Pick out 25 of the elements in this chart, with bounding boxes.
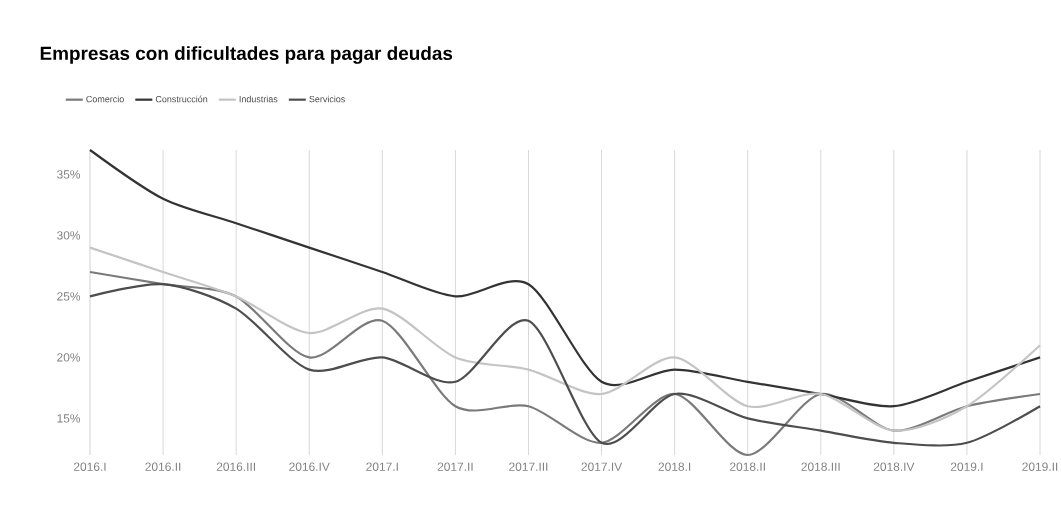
- legend-label: Industrias: [239, 95, 278, 103]
- chart-title: Empresas con dificultades para pagar deudas: [40, 46, 453, 64]
- y-tick-label: 25%: [57, 292, 81, 301]
- line-series: [88, 148, 1042, 408]
- y-tick-label: 35%: [57, 170, 81, 179]
- x-tick-label: 2018.IV: [873, 462, 915, 471]
- legend-label: Comercio: [86, 95, 124, 103]
- legend-label: Construcción: [155, 95, 208, 103]
- x-tick-label: 2017.III: [509, 462, 548, 471]
- x-tick-label: 2019.II: [1022, 462, 1058, 471]
- x-tick-label: 2018.III: [801, 462, 840, 471]
- x-tick-label: 2017.I: [366, 462, 398, 471]
- x-tick-label: 2019.I: [950, 462, 983, 471]
- x-tick-label: 2018.I: [658, 462, 691, 471]
- x-tick-label: 2016.III: [216, 462, 255, 471]
- y-tick-label: 15%: [57, 414, 81, 423]
- y-tick-label: 30%: [57, 231, 81, 240]
- x-tick-label: 2016.I: [73, 462, 106, 471]
- x-tick-label: 2017.IV: [581, 462, 623, 471]
- x-tick-label: 2017.II: [437, 462, 473, 471]
- y-tick-label: 20%: [57, 353, 81, 362]
- x-tick-label: 2016.IV: [289, 462, 330, 471]
- legend-label: Servicios: [309, 95, 345, 103]
- x-tick-label: 2018.II: [730, 462, 765, 471]
- x-tick-label: 2016.II: [145, 462, 181, 471]
